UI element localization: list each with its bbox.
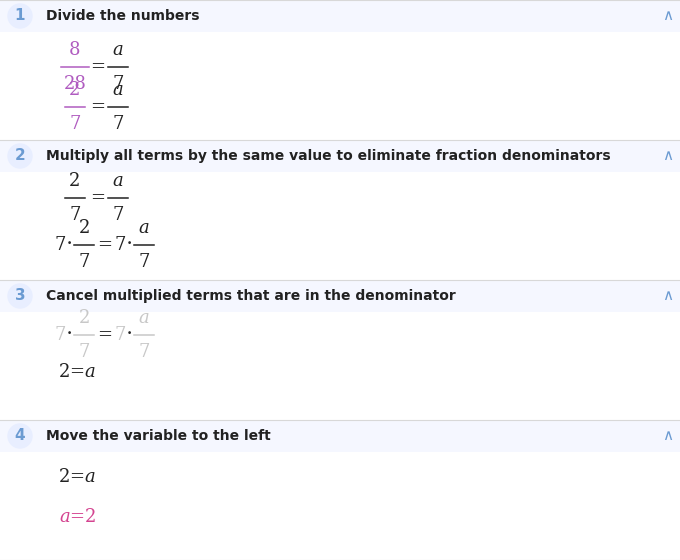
- Text: ⋅: ⋅: [125, 325, 133, 344]
- Text: Move the variable to the left: Move the variable to the left: [46, 429, 271, 443]
- Circle shape: [8, 4, 32, 28]
- Text: 1: 1: [15, 8, 25, 24]
- Text: Multiply all terms by the same value to eliminate fraction denominators: Multiply all terms by the same value to …: [46, 149, 611, 163]
- Bar: [0, 0, 680, 32]
- Text: 2: 2: [15, 148, 25, 164]
- Text: 8: 8: [69, 41, 81, 59]
- Text: ∧: ∧: [662, 428, 674, 444]
- Text: =: =: [90, 58, 105, 76]
- Text: a: a: [139, 309, 150, 327]
- Text: 7: 7: [69, 206, 81, 224]
- Text: 2: 2: [78, 309, 90, 327]
- Text: a: a: [113, 41, 123, 59]
- Text: a: a: [113, 81, 123, 99]
- Text: =: =: [97, 326, 112, 344]
- Text: 7: 7: [114, 236, 126, 254]
- Text: =: =: [90, 189, 105, 207]
- Text: =: =: [90, 98, 105, 116]
- Circle shape: [8, 284, 32, 308]
- Text: ∧: ∧: [662, 288, 674, 304]
- Text: 7: 7: [54, 326, 66, 344]
- Text: 2: 2: [84, 508, 96, 526]
- Text: Cancel multiplied terms that are in the denominator: Cancel multiplied terms that are in the …: [46, 289, 456, 303]
- Text: a: a: [84, 468, 95, 486]
- Text: 2: 2: [78, 219, 90, 237]
- Text: a: a: [139, 219, 150, 237]
- Text: 7: 7: [138, 253, 150, 271]
- Text: 2: 2: [69, 81, 81, 99]
- Text: 4: 4: [15, 428, 25, 444]
- Text: 7: 7: [138, 343, 150, 361]
- Text: Divide the numbers: Divide the numbers: [46, 9, 199, 23]
- Text: a: a: [84, 363, 95, 381]
- Text: ⋅: ⋅: [65, 325, 73, 344]
- Text: ∧: ∧: [662, 148, 674, 164]
- Text: 7: 7: [112, 206, 124, 224]
- Text: 7: 7: [112, 115, 124, 133]
- Circle shape: [8, 424, 32, 448]
- Text: ⋅: ⋅: [125, 236, 133, 254]
- Text: 7: 7: [69, 115, 81, 133]
- Text: 7: 7: [114, 326, 126, 344]
- Text: ⋅: ⋅: [65, 236, 73, 254]
- Bar: [0, 140, 680, 172]
- Text: a: a: [113, 172, 123, 190]
- Text: 28: 28: [63, 75, 86, 93]
- Text: =: =: [69, 508, 84, 526]
- Text: 3: 3: [15, 288, 25, 304]
- Text: a: a: [60, 508, 70, 526]
- Text: 2: 2: [59, 363, 71, 381]
- Text: 7: 7: [78, 343, 90, 361]
- Text: =: =: [97, 236, 112, 254]
- Bar: [0, 280, 680, 312]
- Text: 7: 7: [78, 253, 90, 271]
- Bar: [0, 420, 680, 452]
- Text: 7: 7: [112, 75, 124, 93]
- Text: 2: 2: [69, 172, 81, 190]
- Text: 7: 7: [54, 236, 66, 254]
- Text: =: =: [69, 363, 84, 381]
- Circle shape: [8, 144, 32, 168]
- Text: =: =: [69, 468, 84, 486]
- Text: ∧: ∧: [662, 8, 674, 24]
- Text: 2: 2: [59, 468, 71, 486]
